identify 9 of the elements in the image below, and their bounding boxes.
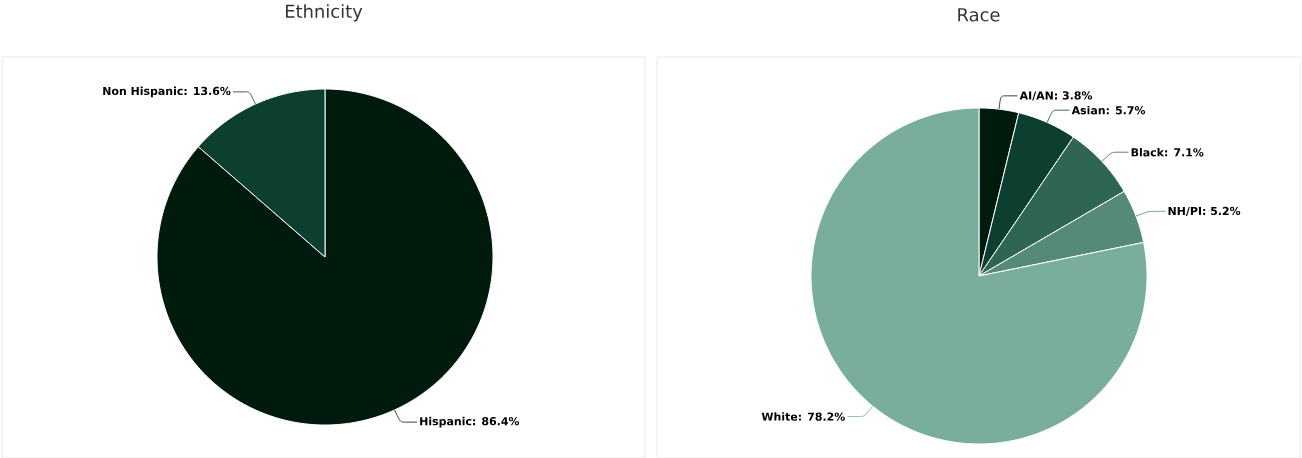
data-label: AI/AN: 3.8% [1019, 91, 1093, 101]
data-label: Asian: 5.7% [1071, 105, 1146, 115]
chart-title: Race [958, 8, 1000, 22]
data-label: White: 78.2% [761, 412, 845, 421]
chart-title: Ethnicity [285, 4, 363, 22]
data-label: Black: 7.1% [1131, 147, 1204, 157]
data-label: Hispanic: 86.4% [420, 416, 520, 428]
data-label: NH/PI: 5.2% [1168, 206, 1241, 216]
data-label: Non Hispanic: 13.6% [103, 86, 231, 98]
